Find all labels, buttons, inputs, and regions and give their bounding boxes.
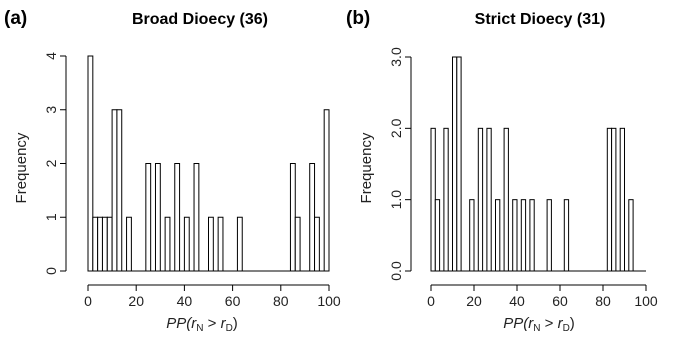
panel-b-histogram-bar	[529, 199, 535, 272]
panel-a-histogram-bar	[164, 216, 171, 272]
panel-a-x-tick-label: 80	[273, 293, 289, 309]
panel-b-x-tick-label: 0	[427, 293, 435, 309]
panel-a-histogram-bar	[174, 163, 181, 272]
panel-a-histogram-bar	[111, 109, 118, 272]
panel-a-histogram-bar	[193, 163, 200, 272]
panel-b-y-axis-label: Frequency	[358, 132, 375, 203]
panel-a-histogram-bar	[323, 109, 330, 272]
panel-a-histogram-bar	[87, 55, 94, 272]
panel-a-y-axis-label: Frequency	[13, 132, 30, 203]
panel-b-histogram-bar	[512, 199, 518, 272]
panel-a-y-tick-label: 1	[43, 213, 59, 221]
panel-b-histogram-bar	[434, 199, 441, 272]
panel-b-title: Strict Dioecy (31)	[475, 11, 606, 28]
panel-a-histogram-bar	[208, 216, 214, 272]
panel-a-axes: 0 20 40 60 80 100 0 1 2 3 4	[43, 52, 341, 309]
panel-b-histogram-bar	[477, 127, 484, 272]
panel-b-x-tick-label: 80	[595, 293, 611, 309]
panel-a-histogram-bar	[217, 216, 224, 272]
panel-b-histogram-bar	[443, 127, 449, 272]
panel-b-bars	[430, 56, 646, 272]
panel-a-histogram-bar	[106, 216, 113, 272]
panel-a-y-tick-label: 2	[43, 159, 59, 167]
panel-b-histogram-bar	[469, 199, 475, 272]
panel-a-y-tick-label: 0	[43, 267, 59, 275]
panel-a-letter: (a)	[4, 8, 27, 29]
panel-a-histogram-bar	[92, 216, 99, 272]
panel-a-histogram-bar	[236, 216, 243, 272]
panel-a-histogram-bar	[116, 109, 123, 272]
panel-a-bars	[87, 55, 330, 272]
panel-a-y-tick-label: 3	[43, 106, 59, 114]
panel-a-histogram-bar	[145, 163, 152, 272]
panel-b-x-tick-label: 100	[634, 293, 658, 309]
panel-b-histogram-bar	[452, 56, 458, 272]
panel-a-histogram-bar	[126, 216, 132, 272]
panel-a-title: Broad Dioecy (36)	[132, 11, 268, 28]
panel-b-histogram-bar	[563, 199, 570, 272]
panel-b-x-tick-label: 60	[552, 293, 568, 309]
panel-b-x-tick-label: 20	[466, 293, 482, 309]
panel-b-y-tick-label: 2.0	[388, 118, 404, 138]
panel-b-y-tick-label: 3.0	[388, 47, 404, 67]
panel-b-y-tick-label: 1.0	[388, 190, 404, 210]
panel-b-x-tick-label: 40	[509, 293, 525, 309]
panel-a: (a) Broad Dioecy (36) Frequency PP(rN > …	[4, 8, 341, 334]
panel-b-histogram-bar	[606, 127, 613, 272]
panel-b-histogram-bar	[611, 127, 617, 272]
panel-a-histogram-bar	[101, 216, 108, 272]
panel-a-x-tick-label: 0	[84, 293, 92, 309]
panel-a-histogram-bar	[294, 216, 301, 272]
panel-a-histogram-bar	[154, 163, 161, 272]
panel-b: (b) Strict Dioecy (31) Frequency PP(rN >…	[346, 8, 658, 334]
panel-b-letter: (b)	[346, 8, 370, 29]
panel-a-x-tick-label: 60	[225, 293, 241, 309]
panel-b-histogram-bar	[520, 199, 527, 272]
panel-a-histogram-bar	[309, 163, 316, 272]
panel-b-histogram-bar	[495, 199, 501, 272]
panel-a-histogram-bar	[314, 216, 320, 272]
panel-b-axes: 0 20 40 60 80 100 0.0 1.0 2.0 3.0	[388, 47, 658, 309]
panel-a-histogram-bar	[97, 216, 103, 272]
panel-b-histogram-bar	[486, 127, 492, 272]
panel-b-histogram-bar	[628, 199, 634, 272]
panel-b-histogram-bar	[503, 127, 509, 272]
panel-b-y-tick-label: 0.0	[388, 261, 404, 281]
panel-a-histogram-bar	[183, 216, 190, 272]
panel-b-x-axis-label: PP(rN > rD)	[503, 315, 575, 334]
panel-a-x-axis-label: PP(rN > rD)	[166, 315, 238, 334]
panel-a-histogram-bar	[289, 163, 296, 272]
panel-a-x-tick-label: 100	[317, 293, 341, 309]
panel-a-x-tick-label: 40	[177, 293, 193, 309]
panel-b-histogram-bar	[619, 127, 626, 272]
panel-a-y-tick-label: 4	[43, 52, 59, 60]
panel-b-histogram-bar	[456, 56, 462, 272]
panel-a-x-tick-label: 20	[128, 293, 144, 309]
panel-b-histogram-bar	[546, 199, 552, 272]
panel-b-histogram-bar	[430, 127, 436, 272]
